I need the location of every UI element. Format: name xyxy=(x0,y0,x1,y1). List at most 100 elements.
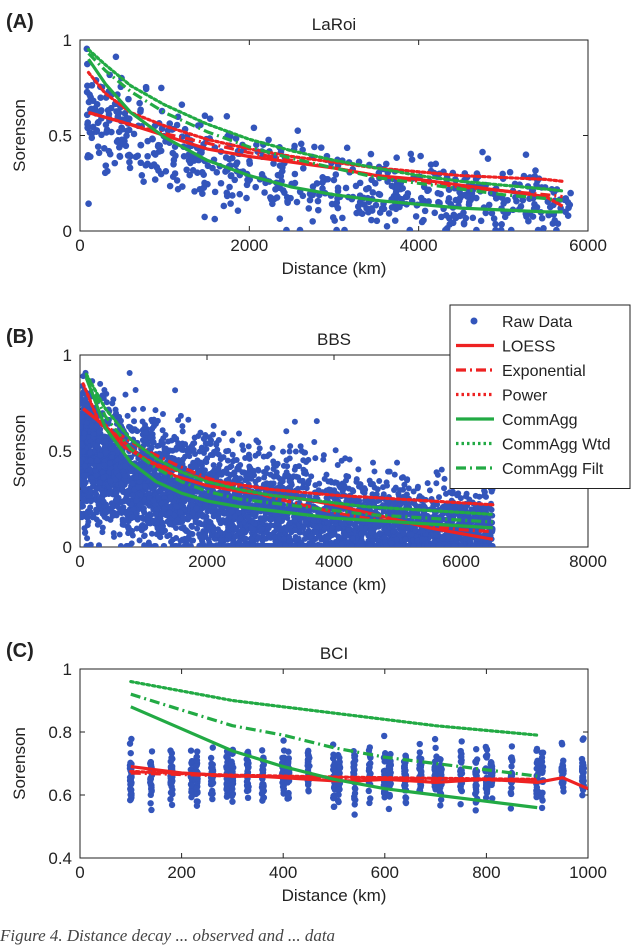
raw-data-point xyxy=(150,517,157,524)
raw-data-point xyxy=(102,121,110,129)
raw-data-point xyxy=(546,203,554,211)
raw-data-point xyxy=(109,510,116,517)
raw-data-point xyxy=(144,152,151,160)
raw-data-point xyxy=(451,543,458,547)
x-tick-label: 8000 xyxy=(569,552,607,571)
raw-data-point xyxy=(213,449,220,456)
raw-data-point xyxy=(99,524,106,531)
raw-data-point xyxy=(123,127,131,135)
raw-data-point xyxy=(394,183,401,190)
raw-data-point xyxy=(216,471,223,478)
raw-data-point xyxy=(239,469,246,476)
raw-data-point xyxy=(138,473,145,480)
raw-data-point xyxy=(349,487,356,494)
raw-data-point xyxy=(553,226,560,231)
raw-data-point xyxy=(293,198,301,206)
raw-data-point xyxy=(140,405,147,412)
raw-data-point xyxy=(124,498,131,505)
raw-data-point xyxy=(456,504,463,511)
raw-data-point xyxy=(201,112,209,120)
raw-data-point xyxy=(142,429,149,436)
raw-data-point xyxy=(184,449,191,456)
raw-data-point xyxy=(211,188,219,196)
raw-data-point xyxy=(125,115,133,122)
raw-data-point xyxy=(439,535,446,542)
raw-data-point xyxy=(443,503,450,510)
raw-data-point xyxy=(529,213,537,220)
data-layer xyxy=(126,679,588,818)
raw-data-point xyxy=(436,542,443,547)
raw-data-point xyxy=(385,210,393,217)
raw-data-point xyxy=(279,484,286,491)
raw-data-point xyxy=(102,438,109,445)
raw-data-point xyxy=(204,162,212,170)
raw-data-point xyxy=(308,473,315,480)
series-commagg-wtd xyxy=(84,372,495,517)
raw-data-point xyxy=(329,524,336,531)
raw-data-point xyxy=(441,485,448,492)
raw-data-point xyxy=(302,518,309,525)
raw-data-point xyxy=(87,153,94,160)
raw-data-point xyxy=(339,488,346,495)
raw-data-point xyxy=(317,144,325,151)
raw-data-point xyxy=(118,480,125,487)
raw-data-point xyxy=(211,215,219,223)
raw-data-point xyxy=(93,423,100,430)
raw-data-point xyxy=(196,448,203,455)
raw-data-point xyxy=(125,95,132,103)
raw-data-point xyxy=(150,161,158,168)
raw-data-point xyxy=(147,512,154,519)
raw-data-point xyxy=(201,179,208,187)
raw-data-point xyxy=(232,135,240,142)
raw-data-point xyxy=(437,190,444,198)
raw-data-point xyxy=(476,493,483,500)
raw-data-point xyxy=(271,533,278,540)
raw-data-point xyxy=(100,395,107,402)
raw-data-point xyxy=(236,190,244,198)
raw-data-point xyxy=(388,204,396,211)
raw-data-point xyxy=(367,481,374,488)
raw-data-point xyxy=(316,480,323,487)
raw-data-point xyxy=(137,141,145,149)
raw-data-point xyxy=(506,168,514,176)
raw-data-point xyxy=(338,457,345,464)
raw-data-point xyxy=(136,99,143,107)
raw-data-point xyxy=(215,465,222,472)
raw-data-point xyxy=(291,466,298,473)
raw-data-point xyxy=(80,449,86,456)
raw-data-point xyxy=(311,439,318,446)
raw-data-point xyxy=(137,491,144,498)
raw-data-point xyxy=(311,543,318,547)
raw-data-point xyxy=(206,115,214,122)
raw-data-point xyxy=(468,506,475,513)
y-axis-label: Sorenson xyxy=(10,415,29,488)
raw-data-point xyxy=(449,490,456,497)
raw-data-point xyxy=(186,171,193,179)
raw-data-point xyxy=(312,455,319,462)
raw-data-point xyxy=(297,443,304,450)
raw-data-point xyxy=(80,514,86,521)
raw-data-point xyxy=(157,170,165,178)
raw-data-point xyxy=(80,472,87,479)
raw-data-point xyxy=(173,534,180,541)
raw-data-point xyxy=(444,543,451,547)
raw-data-point xyxy=(95,118,102,126)
x-tick-label: 0 xyxy=(75,552,84,571)
raw-data-point xyxy=(250,510,257,517)
raw-data-point xyxy=(404,511,411,518)
raw-data-point xyxy=(394,459,401,466)
raw-data-point xyxy=(299,477,306,484)
raw-data-point xyxy=(356,179,364,187)
raw-data-point xyxy=(466,496,473,503)
raw-data-point xyxy=(490,215,498,222)
raw-data-point xyxy=(320,452,327,459)
raw-data-point xyxy=(217,456,224,463)
raw-data-point xyxy=(169,149,177,157)
raw-data-point xyxy=(126,370,133,377)
raw-data-point xyxy=(229,451,236,458)
raw-data-point xyxy=(102,162,110,169)
raw-data-point xyxy=(145,539,152,546)
raw-data-point xyxy=(442,226,449,231)
raw-data-point xyxy=(393,154,400,162)
